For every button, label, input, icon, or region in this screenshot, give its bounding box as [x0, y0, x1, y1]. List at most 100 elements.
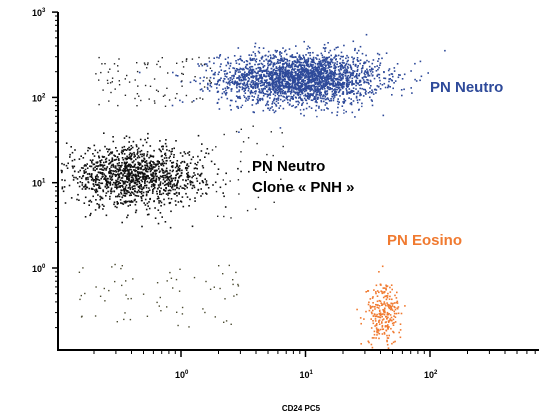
data-point [352, 90, 355, 93]
data-point [204, 178, 206, 180]
data-point [388, 334, 390, 337]
data-point [272, 74, 274, 76]
data-point [334, 67, 337, 69]
data-point [326, 70, 329, 73]
data-point [228, 264, 230, 267]
data-point [207, 152, 210, 155]
data-point [342, 83, 344, 85]
data-point [209, 84, 211, 87]
data-point [355, 80, 357, 82]
data-point [293, 189, 295, 191]
data-point [141, 165, 144, 168]
data-point [180, 200, 182, 202]
data-point [308, 81, 311, 83]
data-point [387, 316, 389, 319]
data-point [110, 172, 112, 174]
data-point [148, 162, 151, 164]
data-point [96, 184, 99, 186]
data-point [114, 173, 116, 176]
data-point [96, 174, 98, 176]
data-point [356, 82, 359, 84]
data-point [377, 86, 380, 88]
data-point [315, 74, 317, 77]
data-point [209, 67, 212, 69]
data-point [282, 66, 285, 68]
data-point [279, 72, 281, 74]
data-point [279, 92, 282, 95]
data-point [159, 181, 162, 183]
data-point [135, 144, 138, 146]
data-point [319, 84, 322, 86]
data-point [98, 184, 100, 186]
data-point [269, 84, 271, 87]
data-point [322, 72, 324, 74]
data-point [282, 65, 284, 67]
data-point [118, 175, 121, 178]
data-point [169, 189, 172, 192]
data-point [125, 184, 128, 187]
data-point [399, 336, 402, 339]
data-point [278, 75, 281, 78]
data-point [299, 90, 301, 92]
data-point [319, 97, 322, 99]
data-point [386, 337, 389, 339]
data-point [156, 301, 158, 304]
data-point [382, 328, 385, 330]
data-point [217, 81, 219, 83]
data-point [160, 150, 162, 153]
data-point [345, 88, 347, 90]
data-point [145, 191, 148, 193]
data-point [327, 98, 330, 101]
data-point [130, 191, 133, 193]
data-point [360, 71, 363, 74]
data-point [245, 83, 248, 86]
data-point [335, 86, 337, 88]
data-point [73, 158, 76, 161]
data-point [320, 100, 322, 102]
data-point [259, 90, 261, 92]
data-point [288, 82, 290, 85]
data-point [384, 303, 386, 305]
data-point [115, 165, 117, 167]
data-point [113, 154, 115, 157]
data-point [130, 158, 132, 161]
data-point [296, 65, 298, 68]
data-point [244, 66, 247, 69]
data-point [370, 306, 373, 308]
data-point [352, 71, 355, 74]
data-point [87, 176, 89, 179]
data-point [388, 68, 391, 70]
data-point [275, 85, 278, 88]
x-tick-label: 100 [175, 370, 189, 380]
data-point [346, 54, 348, 57]
data-point [129, 182, 131, 185]
data-point [95, 189, 98, 191]
data-point [333, 96, 336, 98]
data-point [291, 82, 293, 85]
data-point [371, 305, 374, 308]
data-point [112, 170, 114, 172]
data-point [317, 71, 319, 73]
data-point [127, 187, 130, 189]
data-point [269, 83, 271, 85]
data-point [170, 198, 173, 200]
data-point [218, 265, 220, 267]
data-point [126, 164, 128, 167]
data-point [228, 82, 231, 84]
data-point [313, 88, 316, 90]
data-point [325, 102, 327, 104]
data-point [286, 99, 289, 101]
data-point [338, 70, 341, 72]
data-point [332, 85, 334, 87]
data-point [331, 72, 333, 74]
data-point [119, 182, 122, 184]
data-point [164, 94, 166, 96]
data-point [332, 97, 335, 100]
data-point [312, 94, 314, 97]
data-point [126, 158, 128, 160]
data-point [275, 88, 278, 90]
data-point [254, 42, 257, 45]
data-point [313, 84, 315, 87]
data-point [146, 167, 148, 170]
data-point [98, 207, 100, 209]
